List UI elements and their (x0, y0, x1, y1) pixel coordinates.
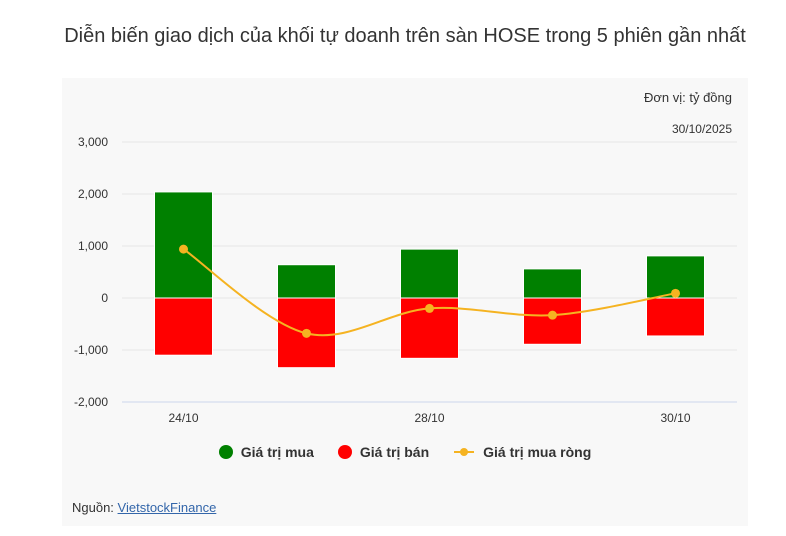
legend-sell-marker-icon (337, 445, 352, 459)
x-tick-label: 28/10 (414, 411, 444, 425)
y-tick-label: 1,000 (78, 239, 108, 253)
buy-bar (523, 268, 582, 299)
legend-buy-label: Giá trị mua (240, 444, 314, 460)
x-tick-label: 24/10 (168, 411, 198, 425)
y-tick-label: 3,000 (78, 135, 108, 149)
legend-sell-label: Giá trị bán (359, 444, 430, 460)
y-tick-label: 0 (101, 291, 108, 305)
sell-bar (523, 297, 582, 345)
sell-bar (646, 297, 705, 337)
net-point (179, 244, 188, 254)
chart-panel: Đơn vị: tỷ đồng 30/10/2025 3,000 2,000 1,0… (62, 78, 748, 526)
buy-bar (277, 264, 336, 299)
legend-net-marker-icon (454, 448, 475, 456)
y-tick-label: 2,000 (78, 187, 108, 201)
legend-item-sell[interactable]: Giá trị bán (337, 444, 430, 460)
source-label: Nguồn: (72, 500, 114, 515)
source-link[interactable]: VietstockFinance (117, 500, 217, 515)
legend-item-buy[interactable]: Giá trị mua (218, 444, 314, 460)
legend: Giá trị mua Giá trị bán Giá trị mua ròng (62, 444, 748, 460)
x-tick-label: 30/10 (660, 411, 690, 425)
legend-item-net[interactable]: Giá trị mua ròng (453, 444, 591, 460)
buy-bar (400, 248, 459, 299)
date-label: 30/10/2025 (671, 122, 732, 136)
source: Nguồn: VietstockFinance (72, 500, 216, 515)
unit-label: Đơn vị: tỷ đồng (643, 90, 732, 105)
sell-bar (154, 297, 213, 356)
y-tick-label: -1,000 (74, 343, 108, 357)
plot-area: 3,000 2,000 1,000 0 -1,000 -2,000 24/10 28/10 30… (74, 135, 737, 425)
chart-title: Diễn biến giao dịch của khối tự doanh tr… (64, 25, 746, 47)
net-point (671, 288, 680, 298)
legend-net-label: Giá trị mua ròng (483, 444, 592, 460)
legend-buy-marker-icon (218, 445, 233, 459)
y-tick-label: -2,000 (74, 395, 108, 409)
net-point (425, 303, 434, 313)
net-point (302, 328, 311, 338)
net-point (548, 310, 557, 320)
